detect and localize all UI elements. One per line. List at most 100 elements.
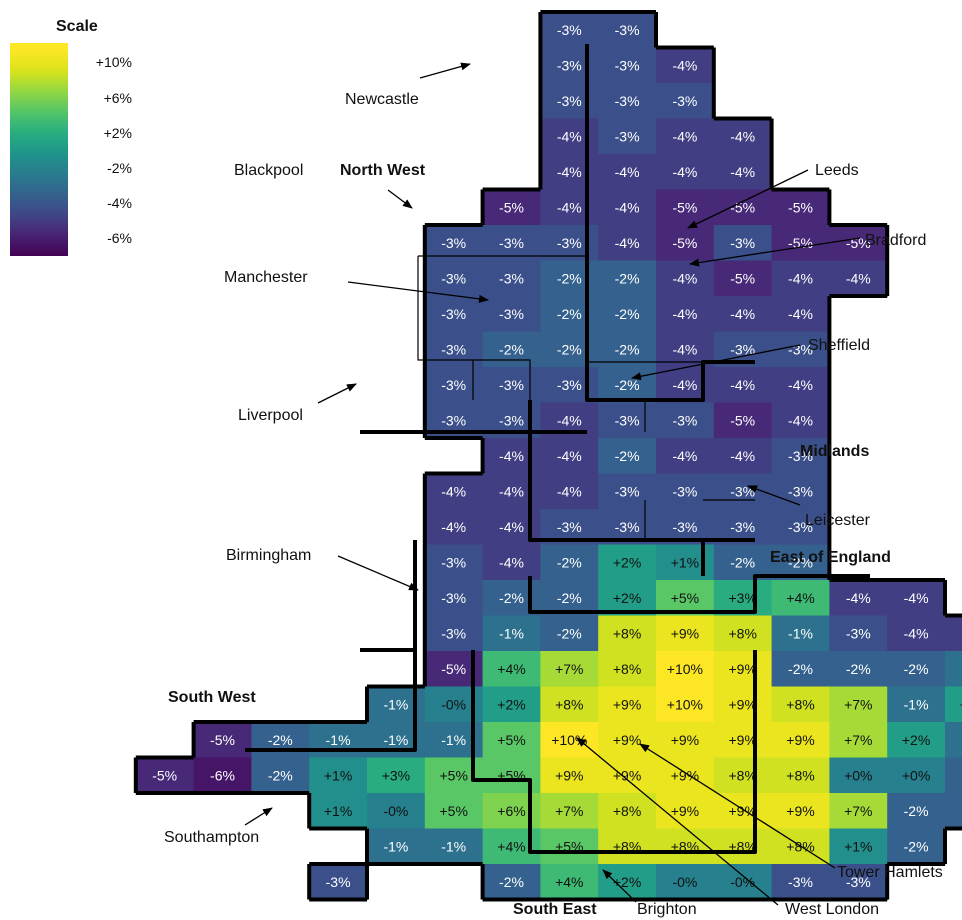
cell-value-label: -5%: [672, 199, 697, 215]
grid-cell: [713, 154, 773, 191]
grid-cell: [771, 402, 830, 439]
grid-cell: [771, 686, 830, 723]
cell-value-label: -4%: [904, 625, 929, 641]
cell-value-label: -3%: [672, 483, 697, 499]
cell-value-label: -3%: [441, 377, 466, 393]
grid-cell: [482, 544, 541, 581]
cell-value-label: -4%: [730, 377, 755, 393]
cell-value-label: -4%: [672, 306, 697, 322]
grid-cell: [424, 225, 484, 262]
legend-title: Scale: [56, 18, 98, 35]
grid-cell: [771, 367, 830, 404]
grid-cell: [887, 615, 946, 652]
grid-cell: [598, 260, 657, 297]
cell-value-label: -1%: [441, 838, 466, 854]
grid-cell: [482, 296, 541, 333]
regions-south-east-label: South East: [513, 901, 597, 918]
cell-value-label: -3%: [730, 519, 755, 535]
cell-value-label: +7%: [555, 803, 583, 819]
cell-value-label: +6%: [497, 803, 525, 819]
grid-cell: [482, 864, 541, 901]
grid-cell: [713, 296, 773, 333]
grid-cell: [367, 757, 426, 794]
cell-value-label: -3%: [615, 483, 640, 499]
grid-cell: [598, 828, 657, 865]
cell-value-label: -4%: [846, 590, 871, 606]
cell-value-label: -4%: [730, 448, 755, 464]
cell-value-label: -3%: [499, 412, 524, 428]
grid-cell: [598, 473, 657, 510]
grid-cell: [598, 189, 657, 226]
cell-value-label: -3%: [672, 519, 697, 535]
cell-value-label: -2%: [557, 554, 582, 570]
cell-value-label: -3%: [615, 128, 640, 144]
grid-cell: [598, 686, 657, 723]
legend-tick-label: -4%: [107, 195, 132, 211]
grid-cells: -3% -3% -3% -3% -4% -3% -3% -3% -4% -3% -4% -4% -4% -…: [135, 12, 962, 901]
cell-value-label: +7%: [844, 803, 872, 819]
grid-cell: [771, 438, 830, 475]
grid-cell: [540, 686, 599, 723]
grid-cell: [945, 686, 962, 723]
cell-value-label: +9%: [786, 803, 814, 819]
grid-cell: [598, 367, 657, 404]
grid-cell: [424, 828, 484, 865]
cell-value-label: +8%: [728, 625, 756, 641]
grid-cell: [482, 331, 541, 368]
cell-value-label: -5%: [210, 732, 235, 748]
cell-value-label: -3%: [326, 874, 351, 890]
cell-value-label: -4%: [846, 270, 871, 286]
cell-value-label: -4%: [615, 164, 640, 180]
cell-value-label: -4%: [672, 341, 697, 357]
cell-value-label: -3%: [441, 306, 466, 322]
cities-newcastle-label: Newcastle: [345, 91, 419, 108]
cell-value-label: -4%: [557, 448, 582, 464]
cell-value-label: -3%: [441, 341, 466, 357]
region-border-line: [528, 574, 870, 614]
grid-cell: [771, 509, 830, 546]
grid-cell: [540, 757, 599, 794]
cell-value-label: -4%: [904, 590, 929, 606]
cell-value-label: +9%: [728, 661, 756, 677]
grid-cell: [656, 402, 715, 439]
cell-value-label: -4%: [615, 235, 640, 251]
cell-value-label: -3%: [846, 874, 871, 890]
grid-cell: [656, 828, 715, 865]
grid-cell: [656, 757, 715, 794]
cell-value-label: -5%: [499, 199, 524, 215]
cell-value-label: -2%: [557, 341, 582, 357]
cell-value-label: -3%: [672, 93, 697, 109]
grid-cell: [829, 828, 888, 865]
cell-value-label: -2%: [268, 767, 293, 783]
cell-value-label: -4%: [788, 270, 813, 286]
cell-value-label: -2%: [499, 341, 524, 357]
cell-value-label: -4%: [672, 448, 697, 464]
grid-cell: [656, 47, 715, 84]
grid-cell: [540, 12, 599, 49]
grid-cell: [482, 367, 541, 404]
grid-cell: [482, 651, 541, 688]
cell-value-label: -4%: [499, 554, 524, 570]
grid-cell: [598, 615, 657, 652]
grid-cell: [887, 722, 946, 759]
grid-cell: [540, 367, 599, 404]
grid-cell: [598, 225, 657, 262]
grid-cell: [193, 722, 252, 759]
cell-value-label: -3%: [441, 412, 466, 428]
grid-cell: [713, 189, 773, 226]
cell-value-label: -0%: [730, 874, 755, 890]
cell-value-label: +7%: [844, 696, 872, 712]
grid-cell: [656, 722, 715, 759]
grid-cell: [540, 225, 599, 262]
grid-cell: [713, 864, 773, 901]
cell-value-label: -2%: [499, 874, 524, 890]
callout-arrow: [419, 62, 471, 79]
cell-value-label: -3%: [557, 93, 582, 109]
cell-value-label: -3%: [846, 625, 871, 641]
cell-value-label: +4%: [786, 590, 814, 606]
cell-value-label: +1%: [844, 838, 872, 854]
cell-value-label: +0%: [902, 767, 930, 783]
cell-value-label: -5%: [730, 270, 755, 286]
cell-value-label: -4%: [557, 412, 582, 428]
cell-value-label: -4%: [672, 270, 697, 286]
